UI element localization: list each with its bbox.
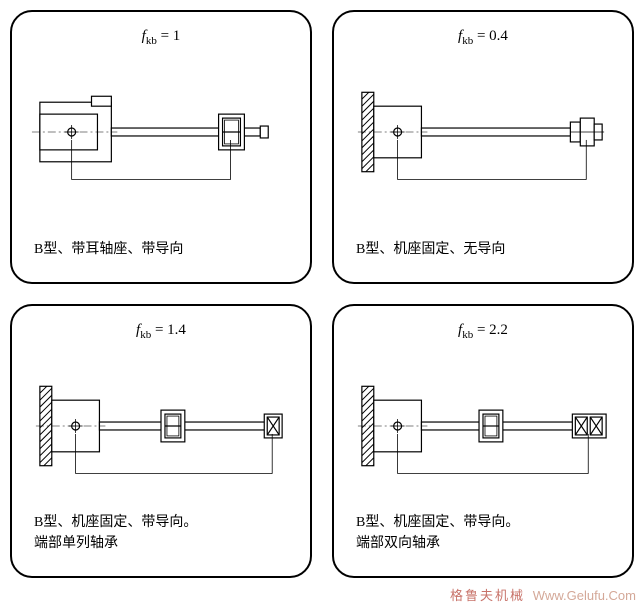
diagram <box>22 356 300 496</box>
panel-3: fkb = 2.2 B型、机座固定、带导向。端部双向轴承 <box>332 304 634 578</box>
panel-2: fkb = 1.4 B型、机座固定、带导向。端部单列轴承 <box>10 304 312 578</box>
panel-1: fkb = 0.4 B型、机座固定、无导向 <box>332 10 634 284</box>
diagram <box>344 356 622 496</box>
caption: B型、机座固定、带导向。端部单列轴承 <box>34 512 288 554</box>
fkb-label: fkb = 1 <box>12 28 310 47</box>
watermark: 格鲁夫机械 Www.Gelufu.Com <box>450 585 636 604</box>
diagram <box>344 62 622 202</box>
panel-grid: fkb = 1 B型、带耳轴座、带导向fkb = 0.4 B型、机座固定、无导向… <box>10 10 634 578</box>
fkb-label: fkb = 1.4 <box>12 322 310 341</box>
watermark-en: Www.Gelufu.Com <box>533 588 636 603</box>
fkb-label: fkb = 0.4 <box>334 28 632 47</box>
panel-0: fkb = 1 B型、带耳轴座、带导向 <box>10 10 312 284</box>
watermark-cn: 格鲁夫机械 <box>450 588 525 603</box>
caption: B型、机座固定、带导向。端部双向轴承 <box>356 512 610 554</box>
diagram <box>22 62 300 202</box>
caption: B型、机座固定、无导向 <box>356 239 610 260</box>
caption: B型、带耳轴座、带导向 <box>34 239 288 260</box>
fkb-label: fkb = 2.2 <box>334 322 632 341</box>
